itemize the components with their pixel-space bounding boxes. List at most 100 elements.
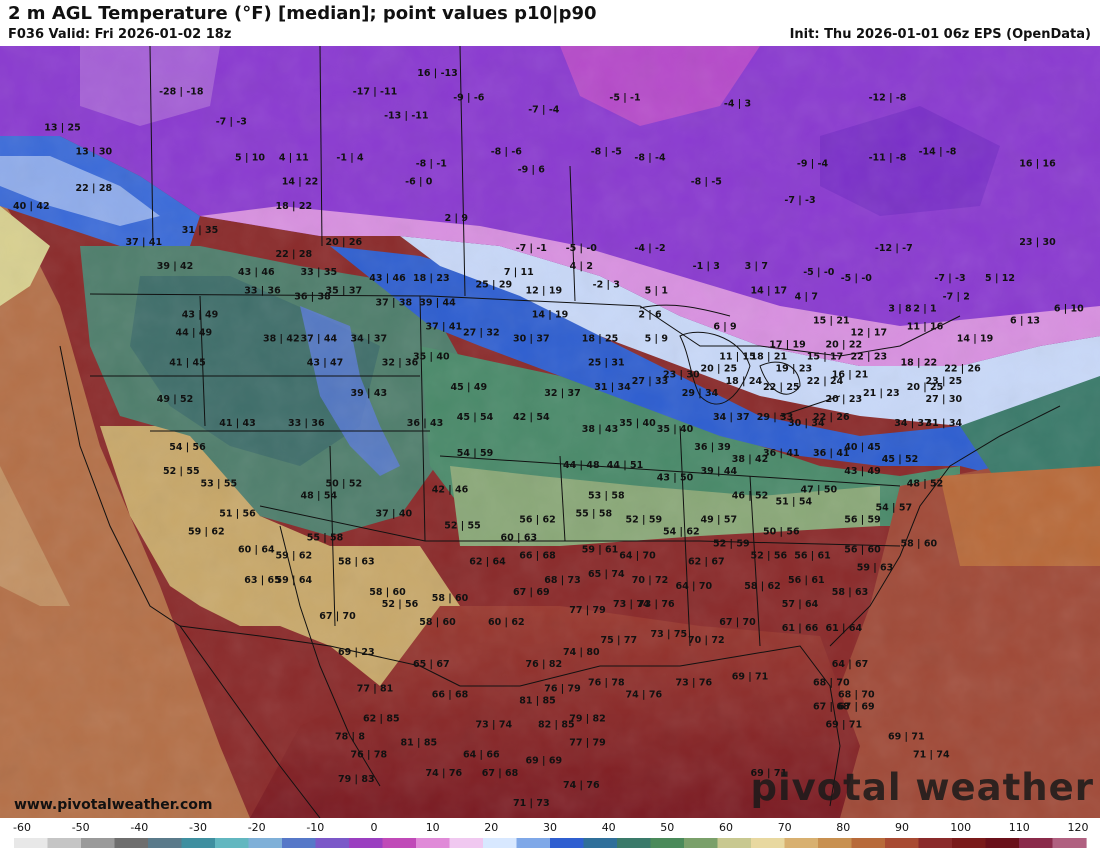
point-value-label: 67 | 69 [513,587,550,598]
colorbar-swatch [1052,838,1087,848]
gulf-coast [460,645,841,807]
point-value-label: -7 | -3 [934,273,965,284]
point-value-label: 33 | 35 [301,267,338,278]
colorbar-ticks: -60 -50 -40 -30 -20 -10 0 10 20 30 40 50 60 70 80 90 100… [13,821,1088,834]
point-value-label: -8 | -6 [491,147,523,158]
point-value-label: 43 | 47 [307,358,344,369]
point-value-label: 56 | 61 [788,575,825,586]
valid-time: F036 Valid: Fri 2026-01-02 18z [8,27,232,42]
colorbar-swatch [248,838,283,848]
point-value-label: 59 | 62 [276,551,313,562]
point-value-label: 16 | -13 [417,68,457,79]
colorbar-swatch [717,838,752,848]
colorbar-swatches [14,838,1087,848]
point-value-label: -6 | 0 [405,177,433,188]
point-value-label: 60 | 64 [238,545,275,556]
point-value-label: -7 | -3 [216,116,247,127]
point-value-label: 50 | 56 [763,527,800,538]
point-value-label: 52 | 59 [626,515,663,526]
colorbar-tick-label: -40 [130,821,148,834]
colorbar-swatch [282,838,317,848]
point-value-label: 16 | 16 [1019,159,1056,170]
point-value-label: 15 | 21 [813,315,850,326]
point-value-label: 75 | 77 [601,635,638,646]
state-line [749,475,761,647]
colorbar-tick-label: 60 [719,821,733,834]
colorbar-swatch [818,838,853,848]
point-value-label: 73 | 76 [676,677,713,688]
point-value-label: 69 | 71 [751,768,788,779]
colorbar-swatch [550,838,585,848]
colorbar-tick-label: -20 [248,821,266,834]
point-value-label: 11 | 16 [907,322,944,333]
point-value-label: -14 | -8 [919,147,957,158]
point-value-label: 32 | 36 [382,358,419,369]
colorbar-tick-label: 0 [371,821,378,834]
point-value-label: 73 | 76 [638,599,675,610]
point-value-label: 45 | 49 [451,382,488,393]
state-line [679,425,691,647]
point-value-label: -2 | 3 [593,279,620,290]
point-value-label: 34 | 37 [894,418,931,429]
colorbar-swatch [516,838,551,848]
pacific-coast [59,345,321,818]
point-value-label: -5 | -1 [609,92,640,103]
point-value-label: 52 | 55 [444,521,481,532]
point-value-label: 36 | 43 [407,418,444,429]
point-value-label: 5 | 9 [645,334,668,345]
point-value-label: 37 | 44 [301,334,338,345]
point-value-label: 23 | 30 [1019,237,1056,248]
point-value-label: 67 | 69 [838,701,875,712]
gulf-of-california [279,525,381,787]
point-value-label: 76 | 78 [351,750,388,761]
point-value-label: 66 | 68 [432,689,469,700]
point-value-label: -7 | -3 [784,195,815,206]
point-value-label: 36 | 39 [694,442,731,453]
map-svg: -28 | -18 16 | -13 -17 | -11 -9 | -6 13 | 25… [0,46,1100,818]
border-line [149,46,154,247]
point-value-label: 16 | 21 [832,370,869,381]
point-value-label: 73 | 75 [651,629,688,640]
point-value-label: 59 | 63 [857,563,894,574]
point-value-label: 22 | 26 [944,364,981,375]
colorbar-swatch [583,838,618,848]
great-lake-huron [759,361,801,395]
point-value-label: 69 | 71 [888,732,925,743]
point-value-label: 68 | 70 [838,689,875,700]
point-values-layer: -28 | -18 16 | -13 -17 | -11 -9 | -6 13 | 25… [13,68,1084,809]
point-value-label: -4 | -2 [634,243,665,254]
colorbar-swatch [684,838,719,848]
point-value-label: 38 | 43 [582,424,619,435]
colorbar-tick-label: 10 [426,821,440,834]
point-value-label: 77 | 79 [569,738,606,749]
colorbar-tick-label: 90 [895,821,909,834]
point-value-label: 64 | 66 [463,750,500,761]
point-value-label: 18 | 25 [582,334,619,345]
point-value-label: 37 | 38 [376,297,413,308]
colorbar-tick-label: 70 [778,821,792,834]
point-value-label: 3 | 7 [745,261,768,272]
point-value-label: 35 | 37 [326,285,363,296]
point-value-label: 14 | 19 [957,334,994,345]
point-value-label: 69 | 71 [732,671,769,682]
point-value-label: -7 | -1 [516,243,547,254]
point-value-label: 58 | 63 [338,557,375,568]
point-value-label: 4 | 2 [570,261,593,272]
point-value-label: 15 | 17 [807,352,844,363]
point-value-label: 37 | 40 [376,508,413,519]
point-value-label: 52 | 55 [163,466,200,477]
great-lake-erie [779,395,841,417]
point-value-label: 67 | 68 [482,768,519,779]
border-line [319,46,323,247]
point-value-label: 51 | 54 [776,496,813,507]
point-value-label: 22 | 25 [763,382,800,393]
point-value-label: 29 | 33 [757,412,794,423]
colorbar-tick-label: -30 [189,821,207,834]
point-value-label: 68 | 70 [813,677,850,688]
point-value-label: 39 | 43 [351,388,388,399]
colorbar-swatch [382,838,417,848]
point-value-label: 46 | 52 [732,490,769,501]
website-label: www.pivotalweather.com [14,797,213,813]
point-value-label: 82 | 85 [538,720,575,731]
colorbar-swatch [449,838,484,848]
